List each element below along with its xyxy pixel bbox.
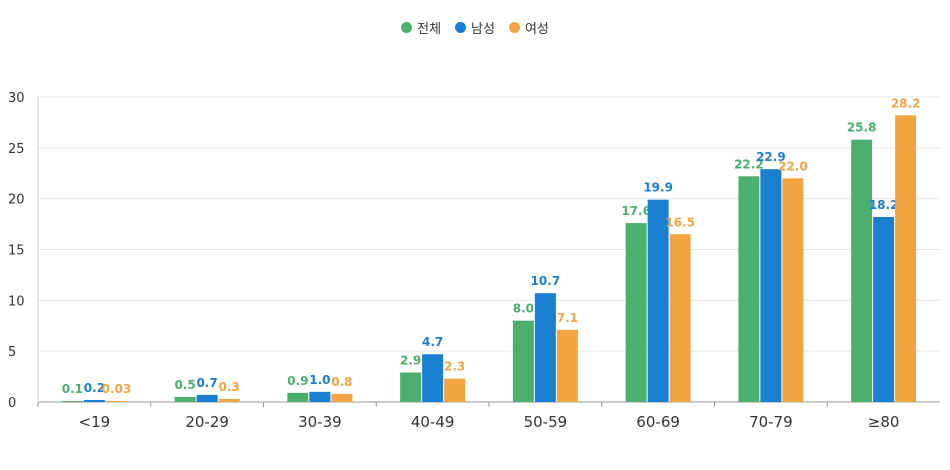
data-label: 10.7 <box>531 274 561 288</box>
legend-swatch-female <box>508 22 520 33</box>
x-tick-label: <19 <box>79 413 111 431</box>
bar[interactable] <box>287 392 309 402</box>
data-label: 28.2 <box>891 96 921 110</box>
bar[interactable] <box>105 401 127 402</box>
bar[interactable] <box>196 394 218 402</box>
bar[interactable] <box>625 223 647 402</box>
bar[interactable] <box>512 320 534 402</box>
data-label: 1.0 <box>309 373 330 387</box>
data-label: 0.5 <box>174 378 195 392</box>
bar[interactable] <box>534 293 556 402</box>
data-label: 0.2 <box>84 381 105 395</box>
y-tick-label: 25 <box>8 142 25 157</box>
bar[interactable] <box>873 216 895 402</box>
data-label: 0.9 <box>287 374 308 388</box>
data-label: 22.9 <box>756 150 786 164</box>
y-tick-label: 0 <box>8 396 16 411</box>
legend-label-female: 여성 <box>524 22 549 37</box>
data-label: 25.8 <box>847 121 877 135</box>
data-label: 19.9 <box>643 181 673 195</box>
y-tick-label: 30 <box>8 91 25 106</box>
legend-swatch-total <box>401 22 413 33</box>
bar[interactable] <box>760 169 782 402</box>
bar[interactable] <box>174 396 196 402</box>
legend: 전체 남성 여성 <box>0 18 950 37</box>
bar[interactable] <box>738 176 760 402</box>
data-label: 17.6 <box>621 204 651 218</box>
data-label: 0.1 <box>62 382 83 396</box>
y-tick-label: 5 <box>8 345 16 360</box>
bar[interactable] <box>556 329 578 402</box>
legend-item-female[interactable]: 여성 <box>508 18 549 37</box>
x-tick-label: 40-49 <box>411 413 455 431</box>
x-tick-label: 70-79 <box>749 413 793 431</box>
legend-swatch-male <box>455 22 467 33</box>
bar[interactable] <box>444 378 466 402</box>
y-tick-label: 15 <box>8 244 25 259</box>
bar[interactable] <box>309 391 331 402</box>
bar[interactable] <box>851 139 873 402</box>
legend-item-male[interactable]: 남성 <box>455 18 495 37</box>
y-tick-label: 10 <box>8 294 25 309</box>
data-label: 0.7 <box>196 376 217 390</box>
bar[interactable] <box>61 400 83 402</box>
x-tick-label: 50-59 <box>524 413 568 431</box>
data-label: 18.2 <box>869 198 899 212</box>
x-tick-label: 60-69 <box>636 413 680 431</box>
bar[interactable] <box>400 372 422 402</box>
bar[interactable] <box>422 354 444 402</box>
bar[interactable] <box>83 399 105 402</box>
data-label: 2.9 <box>400 354 421 368</box>
bar[interactable] <box>647 199 669 402</box>
data-label: 22.0 <box>778 159 808 173</box>
data-label: 22.2 <box>734 157 764 171</box>
bar[interactable] <box>782 178 804 402</box>
data-label: 0.03 <box>102 382 132 396</box>
x-tick-label: 30-39 <box>298 413 342 431</box>
data-label: 0.8 <box>331 375 352 389</box>
data-label: 2.3 <box>444 360 465 374</box>
bar[interactable] <box>669 234 691 402</box>
data-label: 4.7 <box>422 335 443 349</box>
data-label: 0.3 <box>218 380 239 394</box>
legend-item-total[interactable]: 전체 <box>401 18 441 37</box>
legend-label-total: 전체 <box>417 22 442 37</box>
x-tick-label: ≥80 <box>868 413 900 431</box>
x-tick-label: 20-29 <box>185 413 229 431</box>
bar[interactable] <box>331 393 353 402</box>
data-label: 8.0 <box>513 302 534 316</box>
data-label: 16.5 <box>665 215 695 229</box>
bar[interactable] <box>895 115 917 403</box>
data-label: 7.1 <box>557 311 578 325</box>
legend-label-male: 남성 <box>471 22 495 37</box>
y-tick-label: 20 <box>8 193 25 208</box>
bar[interactable] <box>218 398 240 402</box>
